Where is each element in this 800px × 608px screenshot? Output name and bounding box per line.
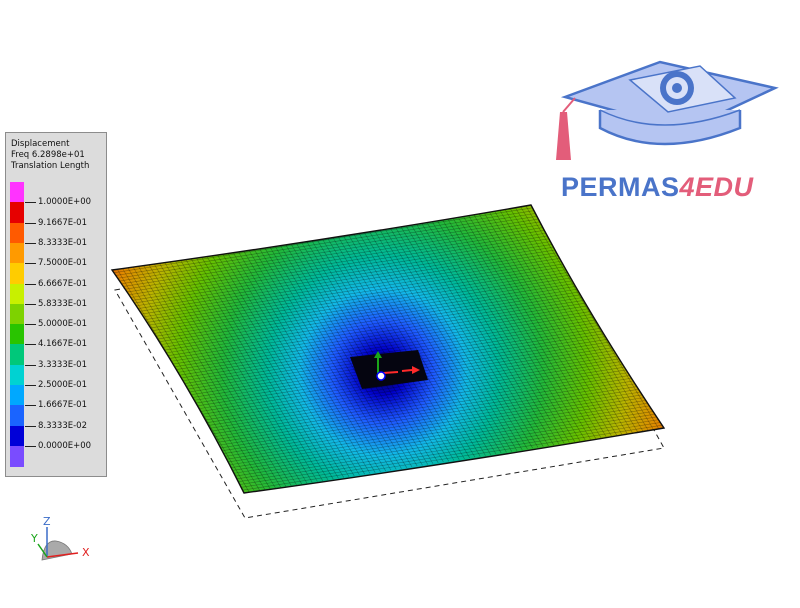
- legend-tick: [25, 385, 36, 386]
- legend-swatch: [10, 324, 24, 346]
- contour-legend: Displacement Freq 6.2898e+01 Translation…: [5, 132, 107, 477]
- legend-tick: [25, 263, 36, 265]
- legend-swatch: [10, 445, 24, 467]
- legend-tick: [25, 344, 36, 346]
- legend-tick: [25, 242, 36, 244]
- legend-tick-label: 5.0000E-01: [38, 319, 87, 330]
- legend-tick-label: 9.1667E-01: [38, 217, 87, 228]
- legend-swatch: [10, 263, 24, 285]
- legend-swatch: [10, 405, 24, 427]
- logo-text-main: PERMAS: [561, 172, 680, 202]
- legend-tick: [25, 324, 36, 326]
- axis-x-label: X: [82, 546, 90, 559]
- legend-swatch: [10, 385, 24, 406]
- legend-tick: [25, 405, 36, 407]
- legend-swatch: [10, 202, 24, 224]
- legend-tick: [25, 222, 36, 224]
- legend-tick-label: 1.0000E+00: [38, 197, 92, 208]
- legend-tick: [25, 425, 36, 427]
- legend-title: Displacement: [11, 139, 70, 149]
- legend-tick: [25, 202, 36, 204]
- legend-swatch: [10, 303, 24, 325]
- legend-quantity: Translation Length: [11, 161, 90, 171]
- legend-frequency: Freq 6.2898e+01: [11, 150, 85, 160]
- legend-tick-label: 1.6667E-01: [38, 400, 87, 411]
- legend-tick: [25, 445, 36, 447]
- legend-tick: [25, 283, 36, 285]
- legend-swatch: [10, 344, 24, 366]
- legend-swatch: [10, 242, 24, 264]
- permas4edu-logo: [556, 60, 779, 160]
- legend-swatch: [10, 425, 24, 447]
- legend-tick-label: 8.3333E-02: [38, 420, 87, 431]
- legend-swatch: [10, 283, 24, 305]
- axis-y-label: Y: [30, 532, 38, 545]
- legend-swatch: [10, 222, 24, 244]
- legend-tick-label: 2.5000E-01: [38, 380, 87, 390]
- axis-triad[interactable]: Z X Y: [28, 512, 100, 564]
- legend-swatch: [10, 182, 24, 203]
- legend-tick: [25, 303, 36, 305]
- legend-tick-label: 7.5000E-01: [38, 258, 87, 269]
- legend-tick-label: 5.8333E-01: [38, 298, 87, 309]
- legend-swatch: [10, 364, 24, 386]
- legend-tick: [25, 364, 36, 366]
- legend-tick-label: 6.6667E-01: [38, 278, 87, 289]
- logo-wordmark: PERMAS4EDU: [561, 172, 754, 203]
- deformed-mesh[interactable]: [110, 204, 666, 494]
- axis-z-label: Z: [43, 515, 51, 528]
- load-marker: [350, 350, 428, 389]
- legend-tick-label: 8.3333E-01: [38, 237, 87, 248]
- legend-tick-label: 3.3333E-01: [38, 359, 87, 370]
- logo-text-accent: 4EDU: [679, 172, 754, 202]
- legend-tick-label: 4.1667E-01: [38, 339, 87, 350]
- legend-tick-label: 0.0000E+00: [38, 440, 92, 451]
